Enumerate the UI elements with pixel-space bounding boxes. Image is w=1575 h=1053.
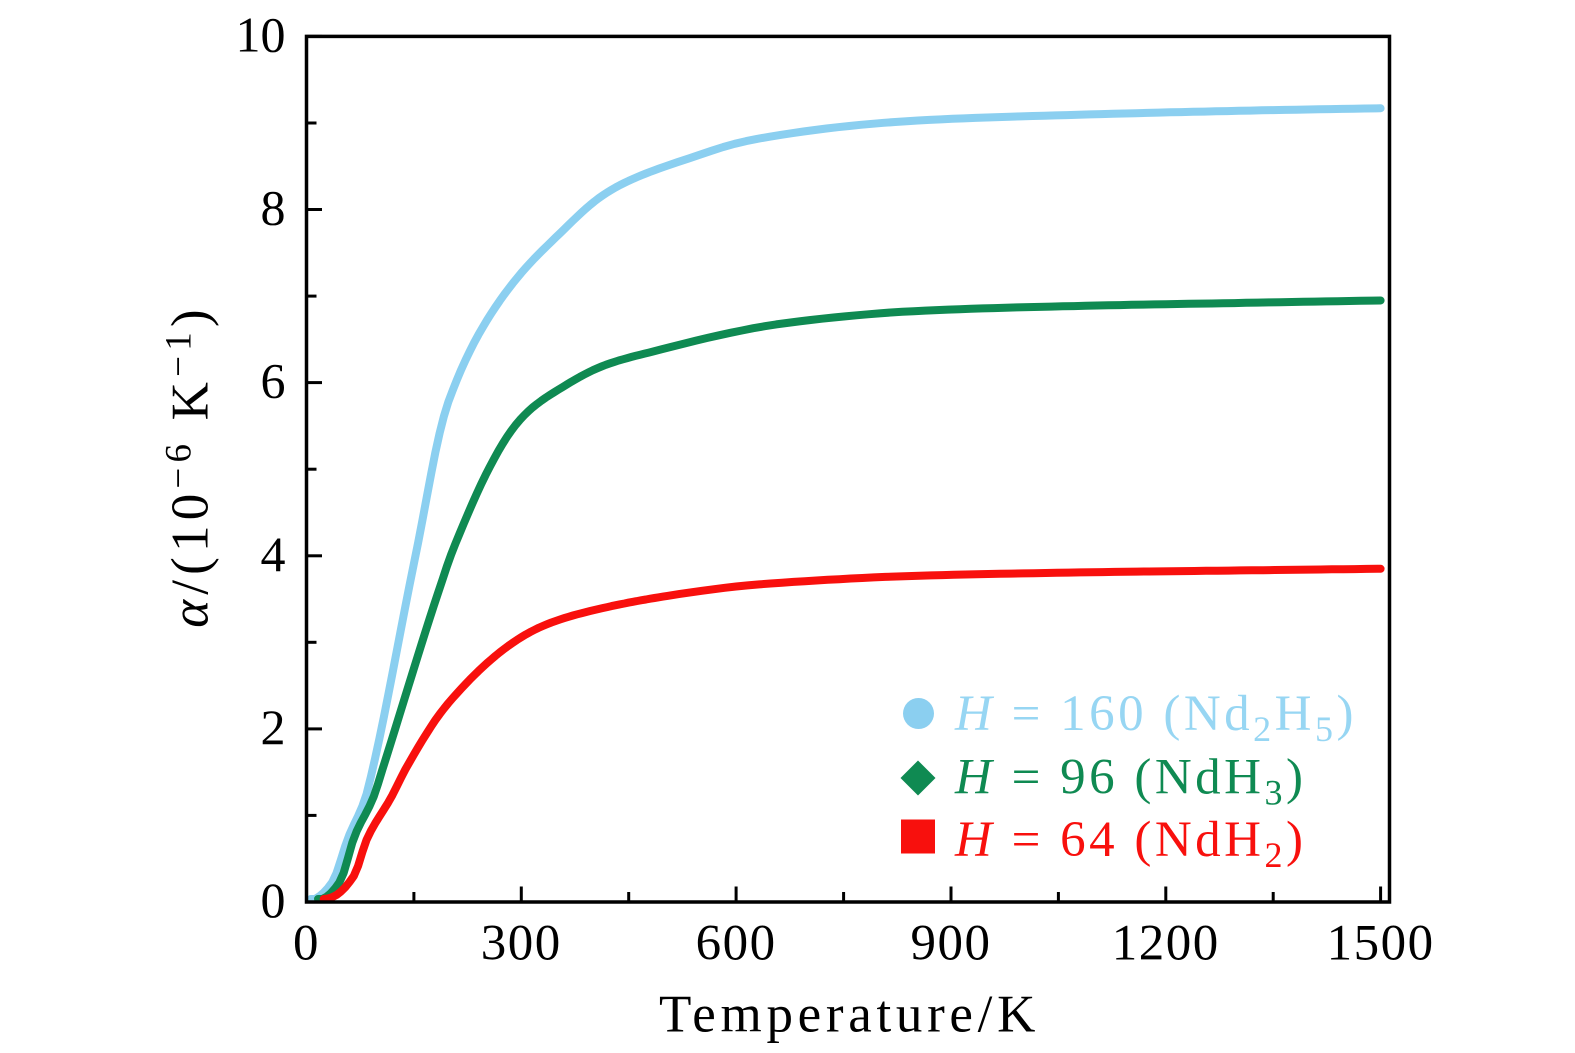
svg-text:H = 96 (NdH3): H = 96 (NdH3) — [954, 750, 1307, 813]
svg-text:4: 4 — [261, 526, 286, 582]
svg-text:H = 160 (Nd2H5): H = 160 (Nd2H5) — [954, 686, 1357, 749]
svg-text:1500: 1500 — [1327, 916, 1435, 972]
svg-text:H = 64 (NdH2): H = 64 (NdH2) — [954, 812, 1307, 875]
svg-text:6: 6 — [261, 353, 286, 409]
svg-text:0: 0 — [293, 916, 320, 972]
svg-text:900: 900 — [911, 916, 992, 972]
svg-text:0: 0 — [261, 872, 286, 928]
svg-text:8: 8 — [261, 180, 286, 236]
svg-text:Temperature/K: Temperature/K — [659, 986, 1040, 1044]
svg-text:600: 600 — [696, 916, 777, 972]
svg-text:α/(10−6 K−1): α/(10−6 K−1) — [159, 304, 220, 628]
svg-text:2: 2 — [261, 699, 286, 755]
svg-text:1200: 1200 — [1112, 916, 1220, 972]
svg-text:10: 10 — [236, 6, 286, 62]
svg-text:300: 300 — [481, 916, 562, 972]
